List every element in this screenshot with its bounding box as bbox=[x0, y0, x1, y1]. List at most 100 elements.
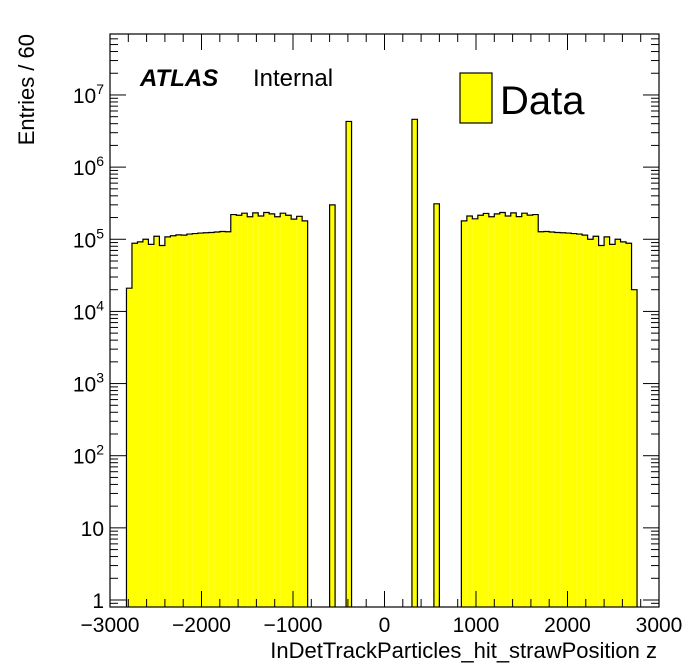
histogram-bar bbox=[527, 215, 533, 607]
internal-label: Internal bbox=[253, 65, 333, 92]
histogram-bar bbox=[247, 216, 253, 607]
histogram-bar bbox=[593, 236, 599, 607]
histogram-bar bbox=[609, 244, 616, 608]
histogram-bar bbox=[499, 212, 506, 607]
histogram-bar bbox=[433, 203, 440, 607]
histogram-bar bbox=[219, 231, 226, 607]
histogram-bar bbox=[181, 235, 187, 607]
histogram-bar bbox=[631, 289, 638, 607]
histogram-outline bbox=[125, 211, 309, 607]
histogram-bar bbox=[494, 213, 500, 608]
x-tick-label: −1000 bbox=[264, 614, 323, 637]
histogram-bar bbox=[153, 236, 160, 607]
x-tick-labels: −3000 −2000 −1000 0 1000 2000 3000 bbox=[81, 614, 683, 637]
histogram-bar bbox=[472, 218, 478, 607]
histogram-bar bbox=[252, 212, 259, 607]
histogram-bar bbox=[225, 231, 231, 607]
histogram-bar bbox=[280, 213, 286, 608]
histogram-bar bbox=[411, 119, 418, 608]
x-tick-label: 0 bbox=[379, 614, 391, 637]
y-tick-label: 106 bbox=[73, 153, 104, 180]
histogram-bar bbox=[587, 239, 594, 607]
histogram-bar bbox=[148, 244, 154, 608]
histogram-bar bbox=[296, 216, 303, 607]
histogram-bar bbox=[274, 216, 281, 607]
axis-ticks bbox=[109, 33, 660, 608]
histogram-bar bbox=[505, 216, 511, 607]
histogram-bar bbox=[477, 215, 484, 607]
histogram-outline bbox=[460, 211, 638, 607]
atlas-label: ATLAS bbox=[139, 65, 218, 92]
histogram-bar bbox=[543, 231, 550, 607]
histogram-outline bbox=[433, 203, 440, 607]
y-tick-label: 107 bbox=[73, 81, 104, 108]
histogram-bar bbox=[329, 204, 336, 607]
histogram-bar bbox=[488, 216, 495, 607]
histogram-bar bbox=[565, 233, 572, 608]
y-tick-labels: 1 10 102 103 104 105 106 107 bbox=[73, 81, 104, 613]
histogram-bar bbox=[197, 233, 204, 608]
y-tick-label: 104 bbox=[73, 297, 104, 324]
histogram-bar bbox=[532, 214, 539, 607]
x-axis-title: InDetTrackParticles_hit_strawPosition z bbox=[270, 638, 657, 663]
histogram-bar bbox=[126, 288, 132, 607]
x-tick-label: 2000 bbox=[544, 614, 591, 637]
histogram-bar bbox=[131, 243, 138, 607]
histogram-bar bbox=[291, 219, 297, 607]
x-tick-label: −2000 bbox=[172, 614, 231, 637]
histogram-bar bbox=[554, 232, 561, 607]
histogram-bar bbox=[516, 216, 522, 607]
histogram-bars bbox=[125, 118, 638, 608]
y-tick-label: 10 bbox=[81, 518, 104, 541]
histogram-bar bbox=[142, 239, 149, 607]
x-tick-label: 1000 bbox=[453, 614, 500, 637]
histogram-bar bbox=[604, 236, 610, 608]
histogram-outline bbox=[329, 204, 336, 607]
histogram-bar bbox=[576, 234, 583, 607]
histogram-bar bbox=[549, 232, 555, 607]
histogram-outline bbox=[411, 118, 419, 607]
y-tick-label: 105 bbox=[73, 225, 104, 252]
histogram-bar bbox=[263, 212, 270, 607]
histogram-bar bbox=[203, 232, 209, 607]
histogram-bar bbox=[236, 215, 242, 607]
histogram-bar bbox=[214, 232, 220, 607]
y-axis-title: Entries / 60 bbox=[14, 34, 39, 145]
histogram-bar bbox=[521, 213, 528, 608]
histogram-bar bbox=[186, 234, 193, 607]
histogram-bar bbox=[626, 243, 632, 607]
histogram-bar bbox=[137, 241, 143, 607]
histogram-bar bbox=[346, 121, 352, 608]
x-tick-label: −3000 bbox=[81, 614, 140, 637]
histogram-bar bbox=[582, 235, 588, 607]
histogram-bar bbox=[620, 241, 627, 607]
histogram-bar bbox=[483, 213, 489, 607]
histogram-bar bbox=[170, 235, 176, 607]
y-tick-label: 103 bbox=[73, 370, 104, 397]
legend-swatch bbox=[459, 72, 493, 124]
histogram-bar bbox=[230, 214, 237, 607]
histogram-bar bbox=[285, 215, 292, 607]
histogram-bar bbox=[302, 220, 308, 607]
histogram-bar bbox=[269, 213, 275, 608]
histogram-bar bbox=[560, 232, 566, 607]
histogram-bar bbox=[175, 234, 182, 607]
histogram-bar bbox=[615, 239, 621, 607]
histogram-bar bbox=[164, 236, 171, 608]
histogram-bar bbox=[538, 231, 544, 607]
histogram-bar bbox=[159, 245, 165, 608]
histogram-bar bbox=[510, 212, 517, 607]
histogram-bar bbox=[258, 216, 264, 607]
legend: Data bbox=[459, 72, 585, 124]
x-tick-label: 3000 bbox=[636, 614, 683, 637]
histogram-bar bbox=[208, 232, 215, 607]
histogram-bar bbox=[571, 233, 577, 607]
histogram-outline bbox=[345, 120, 353, 607]
histogram-bar bbox=[461, 220, 467, 607]
histogram-bar bbox=[598, 245, 605, 608]
y-tick-label: 1 bbox=[92, 590, 104, 613]
histogram-bar bbox=[466, 216, 473, 607]
histogram-bar bbox=[241, 213, 248, 608]
legend-label-data: Data bbox=[500, 79, 585, 123]
